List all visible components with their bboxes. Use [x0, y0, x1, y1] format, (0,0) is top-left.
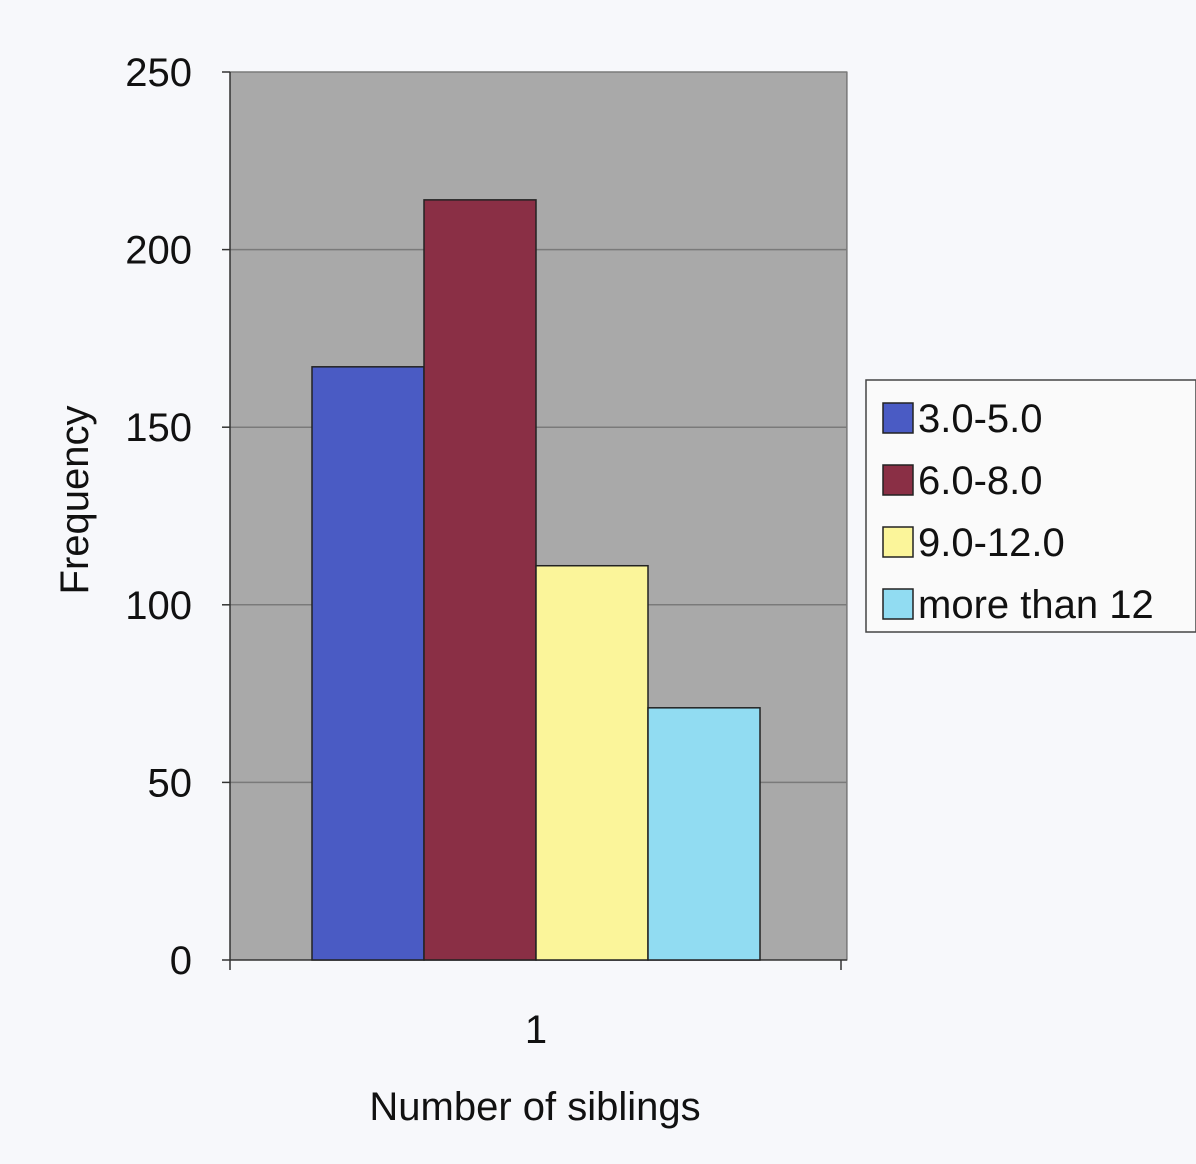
- legend-swatch: [882, 464, 914, 496]
- bar-series-group: [311, 199, 761, 961]
- bar: [423, 199, 537, 961]
- y-tick-label: 50: [148, 761, 193, 805]
- legend-swatch: [882, 588, 914, 620]
- bar: [535, 564, 649, 961]
- y-tick-label: 250: [125, 51, 192, 95]
- y-axis: 0 50 100 150 200 250: [125, 51, 231, 983]
- y-tick-label: 100: [125, 584, 192, 628]
- y-tick-label: 150: [125, 406, 192, 450]
- legend: 3.0-5.0 6.0-8.0 9.0-12.0 more than 12: [865, 379, 1196, 633]
- x-axis-title: Number of siblings: [369, 1085, 700, 1129]
- legend-label: more than 12: [918, 583, 1154, 627]
- legend-label: 3.0-5.0: [918, 397, 1043, 441]
- x-tick-label: 1: [525, 1008, 547, 1052]
- legend-swatch: [882, 402, 914, 434]
- bar: [647, 707, 761, 961]
- legend-label: 9.0-12.0: [918, 521, 1065, 565]
- legend-swatch: [882, 526, 914, 558]
- legend-label: 6.0-8.0: [918, 459, 1043, 503]
- legend-box: [865, 379, 1196, 633]
- bar: [311, 366, 425, 961]
- y-tick-label: 0: [170, 939, 192, 983]
- y-axis-title: Frequency: [53, 406, 97, 595]
- y-tick-label: 200: [125, 229, 192, 273]
